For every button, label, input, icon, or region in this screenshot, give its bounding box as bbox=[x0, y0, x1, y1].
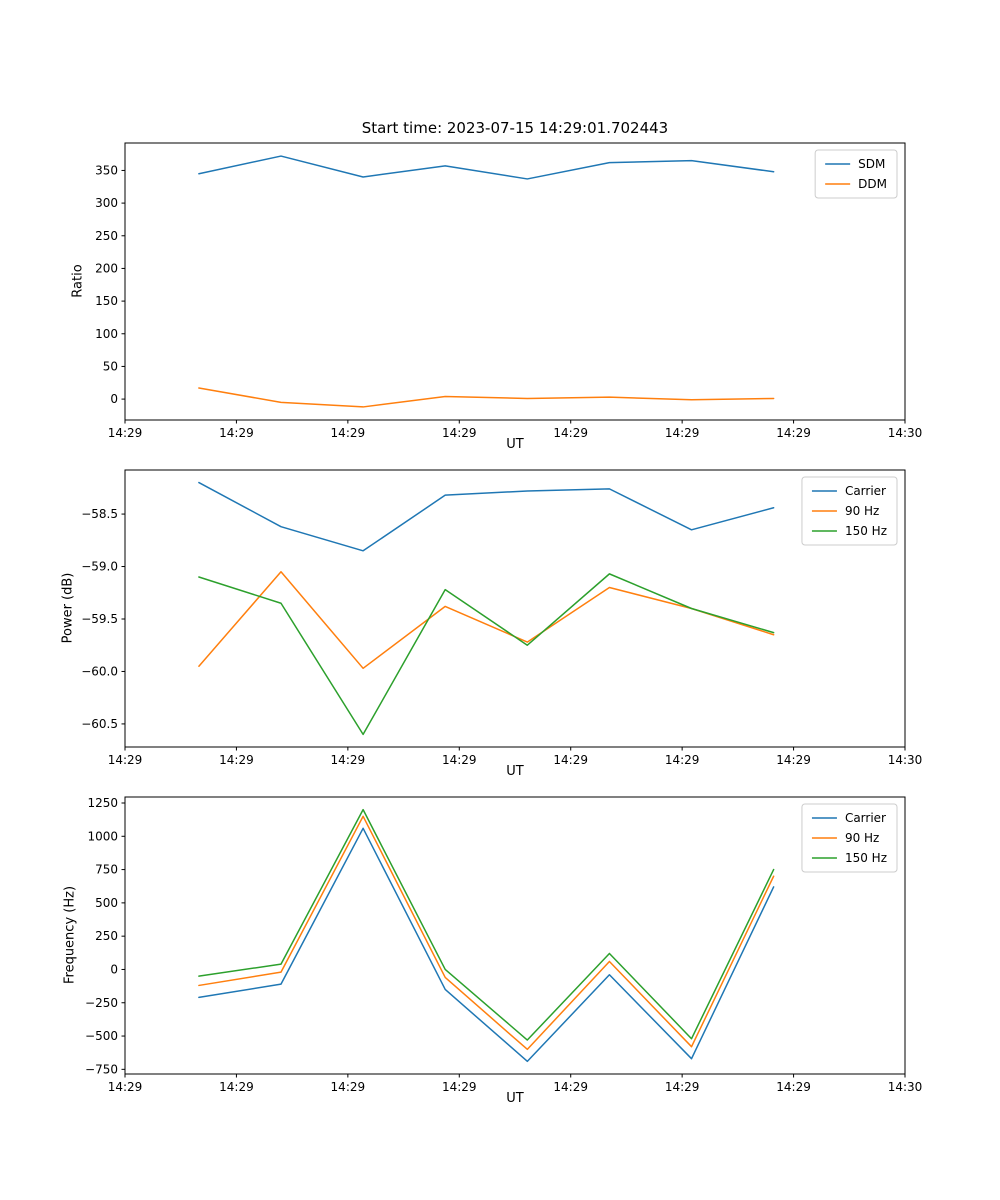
x-tick-label: 14:29 bbox=[442, 426, 477, 440]
x-tick-label: 14:29 bbox=[776, 753, 811, 767]
x-tick-label: 14:29 bbox=[219, 1080, 254, 1094]
legend-box bbox=[814, 149, 898, 199]
y-tick-label: 1250 bbox=[87, 796, 118, 810]
x-tick-label: 14:29 bbox=[665, 426, 700, 440]
x-tick-label: 14:29 bbox=[108, 1080, 143, 1094]
chart-3: −750 −500 −250 0 250 500 750 1000 1250 14:29 14:29… bbox=[85, 796, 922, 1094]
series-line-90-hz bbox=[198, 571, 775, 670]
legend-label: SDM bbox=[858, 157, 885, 171]
y-tick-label: −500 bbox=[85, 1029, 118, 1043]
legend: Carrier 90 Hz 150 Hz bbox=[801, 803, 898, 873]
x-tick-label: 14:29 bbox=[331, 1080, 366, 1094]
x-tick-label: 14:29 bbox=[553, 753, 588, 767]
legend-box bbox=[801, 803, 898, 873]
series-line-150-hz bbox=[198, 573, 775, 736]
y-tick-label: 0 bbox=[110, 392, 118, 406]
y-tick-label: 50 bbox=[103, 359, 118, 373]
x-axis-label-ut-2: UT bbox=[506, 764, 524, 779]
y-tick-label: 150 bbox=[95, 294, 118, 308]
chart-title: Start time: 2023-07-15 14:29:01.702443 bbox=[361, 119, 669, 137]
y-tick-label: 100 bbox=[95, 327, 118, 341]
series-line-90-hz bbox=[198, 815, 775, 1051]
y-axis-label-frequency-text: Frequency (Hz) bbox=[62, 885, 78, 985]
y-tick-label: 500 bbox=[95, 896, 118, 910]
y-tick-label: 1000 bbox=[87, 829, 118, 843]
legend: Carrier 90 Hz 150 Hz bbox=[801, 476, 898, 546]
y-tick-label: 250 bbox=[95, 229, 118, 243]
axes-frame bbox=[124, 142, 906, 421]
y-tick-label: −60.0 bbox=[81, 664, 118, 678]
y-axis-label-power-text: Power (dB) bbox=[60, 572, 76, 644]
x-tick-label: 14:29 bbox=[442, 753, 477, 767]
x-axis-label-ut-1: UT bbox=[506, 437, 524, 452]
x-tick-label: 14:29 bbox=[665, 1080, 700, 1094]
legend-label: Carrier bbox=[845, 811, 886, 825]
y-tick-label: −59.5 bbox=[81, 612, 118, 626]
y-tick-label: −750 bbox=[85, 1062, 118, 1076]
legend-label: 90 Hz bbox=[845, 504, 879, 518]
y-tick-label: 250 bbox=[95, 929, 118, 943]
y-tick-label: −59.0 bbox=[81, 560, 118, 574]
x-tick-label: 14:30 bbox=[888, 426, 923, 440]
chart-1: 0 50 100 150 200 250 300 350 14:29 14:29 14:29 14:2… bbox=[95, 142, 923, 440]
series-line-sdm bbox=[198, 155, 775, 180]
series-line-150-hz bbox=[198, 808, 775, 1041]
y-tick-label: −58.5 bbox=[81, 507, 118, 521]
y-axis-label-ratio-text: Ratio bbox=[70, 264, 86, 298]
series-line-carrier bbox=[198, 481, 775, 552]
legend-label: 150 Hz bbox=[845, 851, 887, 865]
legend-label: 150 Hz bbox=[845, 524, 887, 538]
legend-label: 90 Hz bbox=[845, 831, 879, 845]
x-tick-label: 14:30 bbox=[888, 1080, 923, 1094]
y-tick-label: 0 bbox=[110, 962, 118, 976]
x-tick-label: 14:29 bbox=[553, 1080, 588, 1094]
legend-box bbox=[801, 476, 898, 546]
x-tick-label: 14:29 bbox=[553, 426, 588, 440]
axes-frame bbox=[124, 469, 906, 748]
x-tick-label: 14:29 bbox=[331, 753, 366, 767]
x-tick-label: 14:30 bbox=[888, 753, 923, 767]
legend-label: DDM bbox=[858, 177, 887, 191]
legend: SDM DDM bbox=[814, 149, 898, 199]
x-tick-label: 14:29 bbox=[665, 753, 700, 767]
x-tick-label: 14:29 bbox=[108, 426, 143, 440]
x-tick-label: 14:29 bbox=[442, 1080, 477, 1094]
series-line-ddm bbox=[198, 387, 775, 408]
x-tick-label: 14:29 bbox=[219, 753, 254, 767]
chart-2: −60.5 −60.0 −59.5 −59.0 −58.5 14:29 14:29 14:29… bbox=[81, 469, 923, 767]
legend-label: Carrier bbox=[845, 484, 886, 498]
x-tick-label: 14:29 bbox=[331, 426, 366, 440]
x-tick-label: 14:29 bbox=[108, 753, 143, 767]
x-tick-label: 14:29 bbox=[776, 426, 811, 440]
y-tick-label: 750 bbox=[95, 863, 118, 877]
axes-frame bbox=[124, 796, 906, 1075]
x-tick-label: 14:29 bbox=[776, 1080, 811, 1094]
y-tick-label: 200 bbox=[95, 261, 118, 275]
x-axis-label-ut-3: UT bbox=[506, 1091, 524, 1106]
x-tick-label: 14:29 bbox=[219, 426, 254, 440]
y-tick-label: 350 bbox=[95, 163, 118, 177]
series-line-carrier bbox=[198, 827, 775, 1063]
y-tick-label: −250 bbox=[85, 996, 118, 1010]
y-tick-label: −60.5 bbox=[81, 717, 118, 731]
y-tick-label: 300 bbox=[95, 196, 118, 210]
